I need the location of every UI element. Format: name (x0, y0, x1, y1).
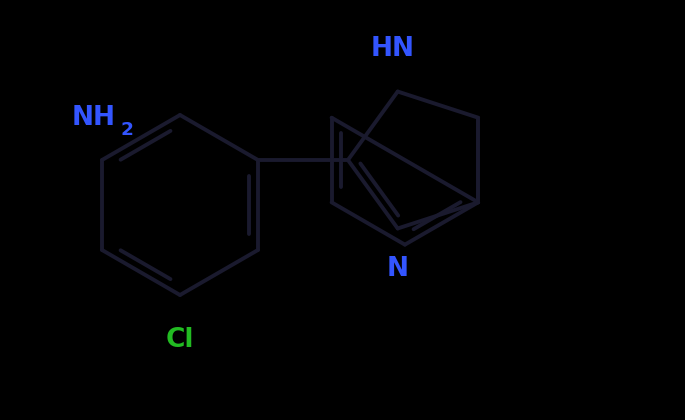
Text: HN: HN (371, 36, 414, 61)
Text: N: N (387, 257, 409, 283)
Text: Cl: Cl (166, 327, 195, 353)
Text: NH: NH (72, 105, 116, 131)
Text: 2: 2 (120, 121, 133, 139)
